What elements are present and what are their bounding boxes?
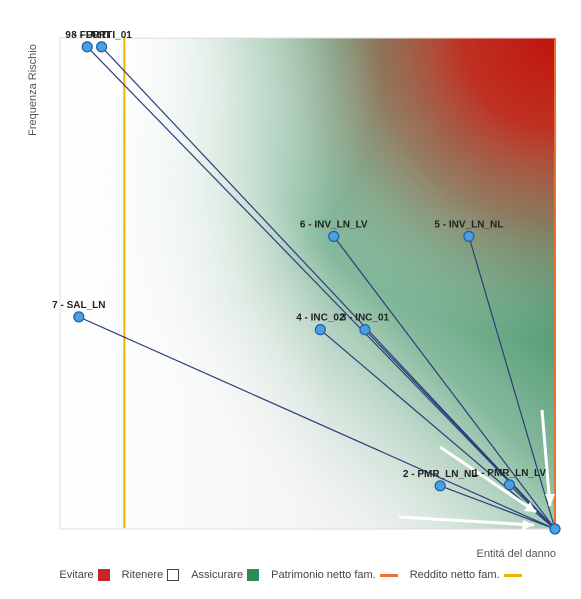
point-label-3: 5 - INV_LN_NL xyxy=(434,219,503,230)
y-axis-title: Frequenza Rischio xyxy=(27,44,39,136)
connector-line-5 xyxy=(319,329,556,530)
arrow-head xyxy=(522,520,534,530)
point-label-2: 6 - INV_LN_LV xyxy=(300,219,368,230)
point-label-4: 7 - SAL_LN xyxy=(52,300,105,311)
legend: Evitare Ritenere Assicurare Patrimonio n… xyxy=(0,566,581,584)
point-label-6: 3 - INC_01 xyxy=(341,313,390,324)
legend-swatch-evitare xyxy=(97,569,110,581)
data-point-1 xyxy=(95,41,108,53)
legend-item-assicurare[interactable]: Assicurare xyxy=(191,569,260,581)
data-point-6 xyxy=(359,324,371,336)
connector-line-1 xyxy=(101,46,556,530)
data-point-7 xyxy=(434,480,446,492)
data-point-4 xyxy=(73,311,85,323)
connector-line-4 xyxy=(78,316,556,530)
point-label-1: 8 - FURTI_01 xyxy=(71,30,132,41)
reference-lines xyxy=(123,38,556,528)
data-point-0 xyxy=(81,41,93,53)
x-axis-title: Entitá del danno xyxy=(476,548,556,560)
point-label-0: 9 - FURTI xyxy=(65,30,109,41)
legend-item-ritenere[interactable]: Ritenere xyxy=(122,569,180,581)
legend-label-ritenere: Ritenere xyxy=(121,569,164,581)
data-points xyxy=(73,41,561,535)
direction-arrows xyxy=(398,409,555,530)
plot-background xyxy=(59,37,556,530)
arrow xyxy=(540,409,552,507)
connector-line-0 xyxy=(86,46,556,530)
arrow-head xyxy=(524,502,536,512)
data-point-2 xyxy=(328,230,340,242)
legend-item-reddito[interactable]: Reddito netto fam. xyxy=(410,569,522,581)
connector-lines xyxy=(78,46,556,530)
legend-swatch-ritenere xyxy=(167,569,180,581)
legend-label-evitare: Evitare xyxy=(59,569,94,581)
data-point-3 xyxy=(463,230,475,242)
arrow-head xyxy=(545,494,555,506)
legend-label-patrimonio: Patrimonio netto fam. xyxy=(271,569,376,581)
legend-label-assicurare: Assicurare xyxy=(191,569,244,581)
point-label-5: 4 - INC_02 xyxy=(296,313,345,324)
legend-swatch-reddito xyxy=(503,573,522,577)
arrow xyxy=(439,445,537,514)
data-point-5 xyxy=(314,324,326,336)
legend-swatch-patrimonio xyxy=(379,573,398,577)
connector-line-3 xyxy=(468,236,556,530)
connector-line-6 xyxy=(364,329,556,530)
legend-item-evitare[interactable]: Evitare xyxy=(59,569,110,581)
legend-item-patrimonio[interactable]: Patrimonio netto fam. xyxy=(271,569,398,581)
point-label-8: 1 - PMR_LN_LV xyxy=(473,468,546,479)
legend-swatch-assicurare xyxy=(247,569,260,581)
arrow xyxy=(398,515,535,527)
legend-label-reddito: Reddito netto fam. xyxy=(409,569,500,581)
connector-line-2 xyxy=(333,236,556,530)
connector-line-7 xyxy=(439,485,556,530)
data-point-9 xyxy=(549,523,561,535)
data-point-8 xyxy=(503,479,516,491)
point-label-7: 2 - PMR_LN_NL xyxy=(403,469,477,480)
